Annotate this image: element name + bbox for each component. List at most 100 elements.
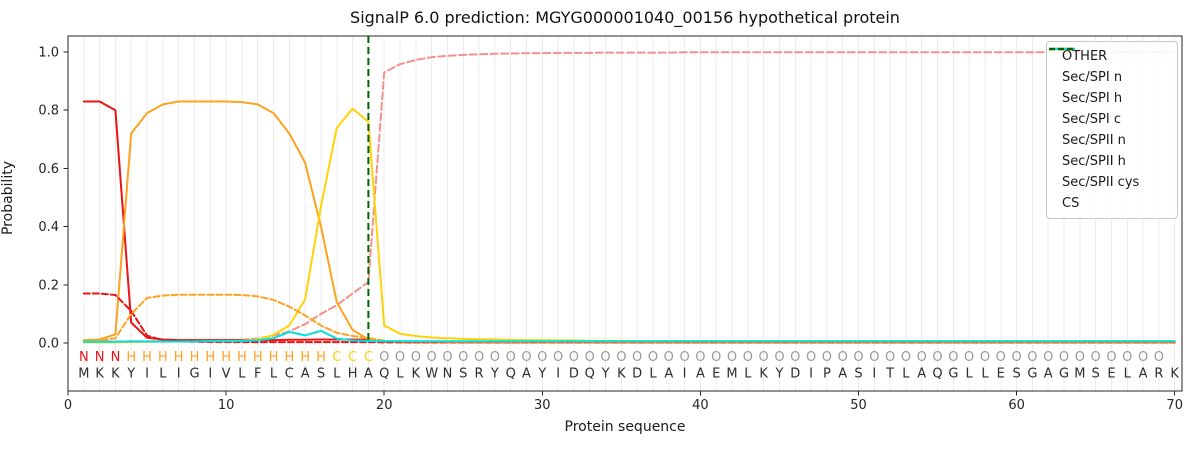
sequence-letter: L [966,367,974,382]
chart-title: SignalP 6.0 prediction: MGYG000001040_00… [350,8,900,27]
annotation-letter: O [790,350,800,365]
annotation-letter: O [521,350,531,365]
annotation-letter: O [553,350,563,365]
sequence-letter: R [1154,367,1163,382]
sequence-letter: Q [932,367,942,382]
sequence-letter: I [208,367,212,382]
annotation-letter: H [190,350,200,365]
sequence-letter: E [1107,367,1115,382]
y-tick-label: 0.4 [38,220,59,235]
sequence-letter: A [522,367,531,382]
annotation-letter: O [853,350,863,365]
legend-label: Sec/SPI n [1062,70,1123,85]
sequence-letter: I [872,367,876,382]
annotation-letter: O [506,350,516,365]
y-axis-label: Probability [0,161,16,236]
x-tick-label: 20 [376,398,393,413]
sequence-letter: R [475,367,484,382]
legend-item: Sec/SPII h [1049,47,1177,172]
sequence-letter: P [823,367,831,382]
annotation-letter: O [743,350,753,365]
annotation-letter: O [948,350,958,365]
annotation-letter: H [316,350,326,365]
legend-label: CS [1062,196,1080,211]
annotation-letter: N [95,350,105,365]
legend-item: CS [1049,47,1177,214]
sequence-letter: Y [601,367,610,382]
annotation-letter: H [300,350,310,365]
sequence-letter: K [759,367,768,382]
legend-line-swatch [1049,47,1075,51]
annotation-letter: O [1043,350,1053,365]
sequence-letter: L [1124,367,1132,382]
legend-label: Sec/SPII h [1062,154,1126,169]
legend-label: OTHER [1062,49,1108,64]
annotation-letter: O [585,350,595,365]
sequence-letter: V [222,367,231,382]
sequence-letter: L [744,367,752,382]
annotation-letter: O [838,350,848,365]
annotation-letter: O [411,350,421,365]
annotation-letter: O [1122,350,1132,365]
legend-label: Sec/SPI h [1062,91,1123,106]
annotation-letter: O [490,350,500,365]
y-tick-label: 1.0 [38,46,59,61]
annotation-letter: O [806,350,816,365]
x-tick-label: 40 [692,398,709,413]
annotation-letter: O [1138,350,1148,365]
sequence-letter: H [348,367,358,382]
annotation-letter: O [885,350,895,365]
sequence-letter: Y [537,367,546,382]
series-sec-spi-n [82,100,1176,344]
annotation-letter: O [964,350,974,365]
sequence-letter: I [145,367,149,382]
sequence-letter: T [885,367,894,382]
sequence-letter: L [396,367,404,382]
x-axis-label: Protein sequence [564,419,686,435]
sequence-letter: M [78,367,89,382]
legend-box: OTHER Sec/SPI n Sec/SPI h Sec/SPI c Sec/SPII… [1046,41,1178,219]
annotation-letter: O [379,350,389,365]
sequence-letter: Y [126,367,135,382]
legend-label: Sec/SPII n [1062,133,1126,148]
legend-item: Sec/SPII n [1049,47,1177,151]
sequence-letter: M [1074,367,1085,382]
annotation-letter: O [711,350,721,365]
annotation-letter: O [932,350,942,365]
sequence-letter: A [917,367,926,382]
x-tick-label: 10 [218,398,235,413]
sequence-letter: G [1059,367,1069,382]
sequence-letter: I [177,367,181,382]
series-sec-spi-h [82,100,1176,344]
annotation-letter: H [221,350,231,365]
annotation-letter: O [980,350,990,365]
sequence-letter: G [948,367,958,382]
x-axis: 0 10 20 30 40 50 60 70 [64,391,1183,413]
annotation-letter: H [253,350,263,365]
y-tick-label: 0.8 [38,104,59,119]
annotation-letter: H [269,350,279,365]
annotation-letter: O [395,350,405,365]
annotation-letter: O [1106,350,1116,365]
annotation-letter: N [79,350,89,365]
sequence-letter: D [569,367,579,382]
annotation-letter: C [364,350,373,365]
x-tick-label: 60 [1008,398,1025,413]
annotation-letter: H [205,350,215,365]
annotation-letter: C [332,350,341,365]
series-sec-spii-h [82,293,1176,343]
sequence-letter: G [1027,367,1037,382]
sequence-letter: K [412,367,421,382]
sequence-letter: D [790,367,800,382]
sequence-letter: I [556,367,560,382]
x-tick-label: 70 [1166,398,1183,413]
series-sec-spi-c [82,107,1176,344]
annotation-letter: H [158,350,168,365]
sequence-letter: S [317,367,325,382]
legend-label: Sec/SPII cys [1062,175,1140,190]
annotation-letter: O [727,350,737,365]
annotation-letter: O [1154,350,1164,365]
